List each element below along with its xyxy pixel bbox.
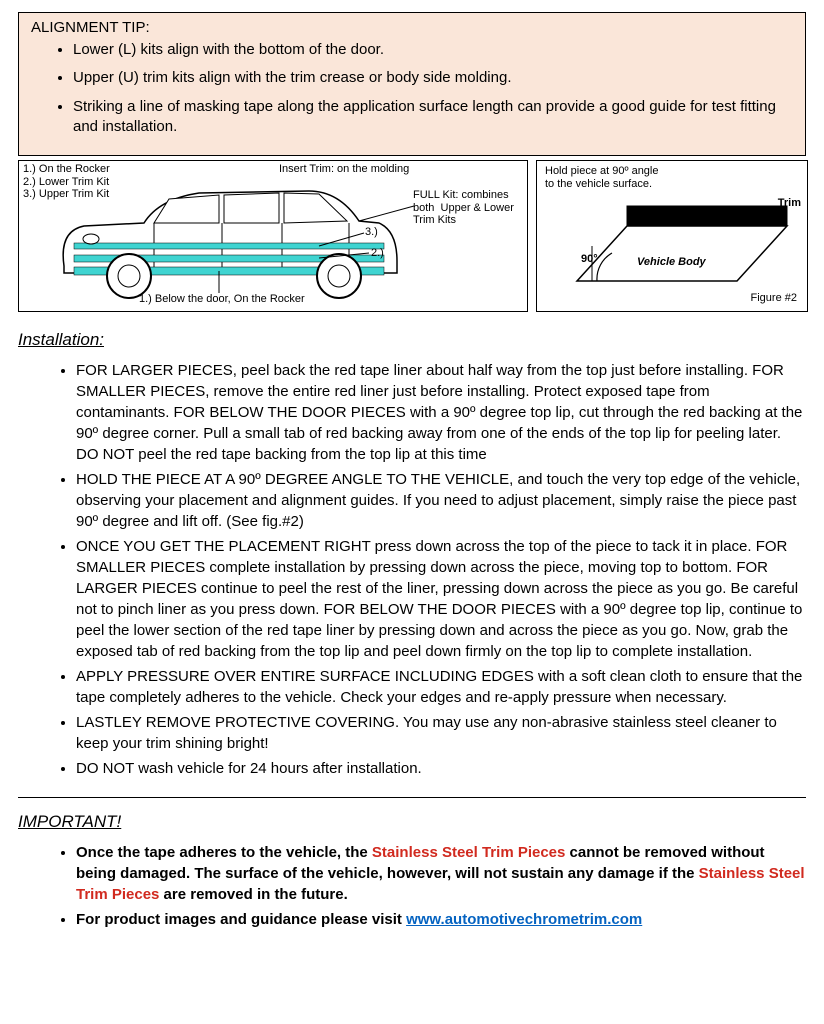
divider	[18, 797, 806, 798]
tip-item: Upper (U) trim kits align with the trim …	[73, 68, 793, 88]
tip-list: Lower (L) kits align with the bottom of …	[31, 40, 793, 137]
important-heading: IMPORTANT!	[18, 812, 806, 832]
diagram-text: 1.) On the Rocker	[23, 163, 110, 176]
diagram-label: 1.) On the Rocker 2.) Lower Trim Kit 3.)…	[23, 163, 110, 201]
diagram-label: 1.) Below the door, On the Rocker	[139, 293, 305, 306]
diagram-label: Vehicle Body	[637, 256, 706, 269]
diagram-label: Figure #2	[751, 292, 797, 305]
product-link[interactable]: www.automotivechrometrim.com	[406, 911, 642, 928]
text: are removed in the future.	[159, 886, 347, 903]
diagram-text: 3.) Upper Trim Kit	[23, 188, 110, 201]
install-item: DO NOT wash vehicle for 24 hours after i…	[76, 758, 806, 779]
installation-heading: Installation:	[18, 330, 806, 350]
important-item: Once the tape adheres to the vehicle, th…	[76, 842, 806, 905]
install-item: FOR LARGER PIECES, peel back the red tap…	[76, 360, 806, 465]
diagram-text: 2.) Lower Trim Kit	[23, 176, 110, 189]
important-item: For product images and guidance please v…	[76, 909, 806, 930]
diagram-label: Insert Trim: on the molding	[279, 163, 409, 176]
tip-title: ALIGNMENT TIP:	[31, 19, 793, 36]
diagram-label: FULL Kit: combines both Upper & Lower Tr…	[413, 189, 514, 227]
text: Once the tape adheres to the vehicle, th…	[76, 844, 372, 861]
install-item: HOLD THE PIECE AT A 90º DEGREE ANGLE TO …	[76, 469, 806, 532]
install-item: APPLY PRESSURE OVER ENTIRE SURFACE INCLU…	[76, 666, 806, 708]
angle-diagram: Hold piece at 90º angle to the vehicle s…	[536, 160, 808, 312]
installation-list: FOR LARGER PIECES, peel back the red tap…	[18, 360, 806, 779]
tip-item: Lower (L) kits align with the bottom of …	[73, 40, 793, 60]
tip-item: Striking a line of masking tape along th…	[73, 97, 793, 138]
car-diagram: 1.) On the Rocker 2.) Lower Trim Kit 3.)…	[18, 160, 528, 312]
text: For product images and guidance please v…	[76, 911, 406, 928]
diagram-label: Trim	[778, 197, 801, 210]
important-list: Once the tape adheres to the vehicle, th…	[18, 842, 806, 930]
diagram-pointer-2: 2.)	[371, 247, 384, 260]
diagrams-row: 1.) On the Rocker 2.) Lower Trim Kit 3.)…	[18, 160, 806, 312]
highlight-text: Stainless Steel Trim Pieces	[372, 844, 565, 861]
alignment-tip-box: ALIGNMENT TIP: Lower (L) kits align with…	[18, 12, 806, 156]
install-item: LASTLEY REMOVE PROTECTIVE COVERING. You …	[76, 712, 806, 754]
diagram-pointer-3: 3.)	[365, 226, 378, 239]
diagram-label: 90°	[581, 253, 598, 266]
diagram-label: Hold piece at 90º angle to the vehicle s…	[545, 165, 659, 190]
install-item: ONCE YOU GET THE PLACEMENT RIGHT press d…	[76, 536, 806, 662]
